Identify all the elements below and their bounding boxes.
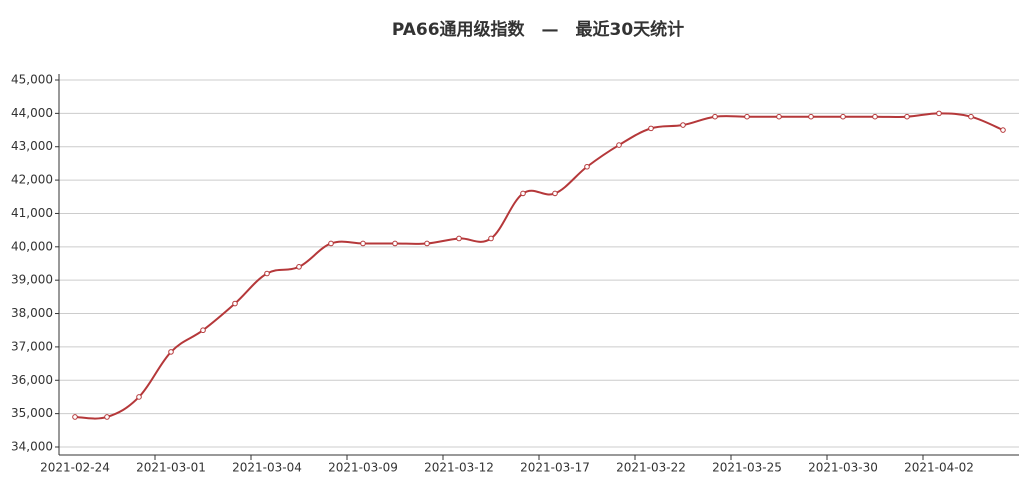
- y-tick-label: 41,000: [11, 206, 53, 220]
- point: [680, 122, 686, 128]
- point: [456, 235, 462, 242]
- point: [136, 394, 142, 400]
- point: [840, 113, 846, 120]
- point: [360, 240, 366, 247]
- point: [552, 190, 558, 197]
- x-tick-label: 2021-03-25: [712, 461, 782, 475]
- x-tick-label: 2021-03-30: [808, 461, 878, 475]
- point: [232, 300, 238, 307]
- point: [776, 113, 782, 120]
- y-tick-label: 37,000: [11, 339, 53, 353]
- point: [200, 327, 206, 334]
- point: [616, 142, 622, 148]
- y-tick-label: 40,000: [11, 239, 53, 253]
- point: [296, 264, 302, 270]
- chart-title: PA66通用级指数 — 最近30天统计: [392, 19, 684, 40]
- point: [904, 113, 910, 120]
- point: [808, 113, 814, 120]
- y-tick-label: 44,000: [11, 106, 53, 120]
- x-tick-label: 2021-03-12: [424, 461, 494, 475]
- line: [74, 112, 1004, 420]
- x-tick-label: 2021-04-02: [904, 461, 974, 475]
- y-tick-label: 45,000: [11, 73, 53, 87]
- point: [264, 270, 270, 277]
- point: [872, 113, 878, 120]
- x-tick-label: 2021-03-01: [136, 461, 206, 475]
- point: [392, 240, 398, 247]
- y-tick-label: 42,000: [11, 173, 53, 187]
- point: [712, 113, 718, 120]
- point: [968, 113, 974, 120]
- point: [424, 240, 430, 247]
- x-tick-label: 2021-02-24: [40, 461, 110, 475]
- point: [584, 163, 590, 170]
- x-tick-label: 2021-03-17: [520, 461, 590, 475]
- point: [744, 113, 750, 120]
- y-tick-label: 35,000: [11, 406, 53, 420]
- point: [648, 125, 654, 132]
- point: [520, 190, 526, 197]
- y-tick-label: 38,000: [11, 306, 53, 320]
- x-tick-label: 2021-03-04: [232, 461, 302, 475]
- y-tick-label: 36,000: [11, 373, 53, 387]
- x-tick-label: 2021-03-22: [616, 461, 686, 475]
- point: [104, 414, 110, 420]
- y-tick-label: 39,000: [11, 273, 53, 287]
- point: [488, 235, 494, 242]
- y-tick-label: 34,000: [11, 439, 53, 453]
- point: [72, 414, 78, 420]
- point: [168, 349, 174, 355]
- x-tick-label: 2021-03-09: [328, 461, 398, 475]
- point: [328, 240, 334, 247]
- point: [936, 110, 942, 117]
- y-tick-label: 43,000: [11, 139, 53, 153]
- point: [1000, 127, 1006, 133]
